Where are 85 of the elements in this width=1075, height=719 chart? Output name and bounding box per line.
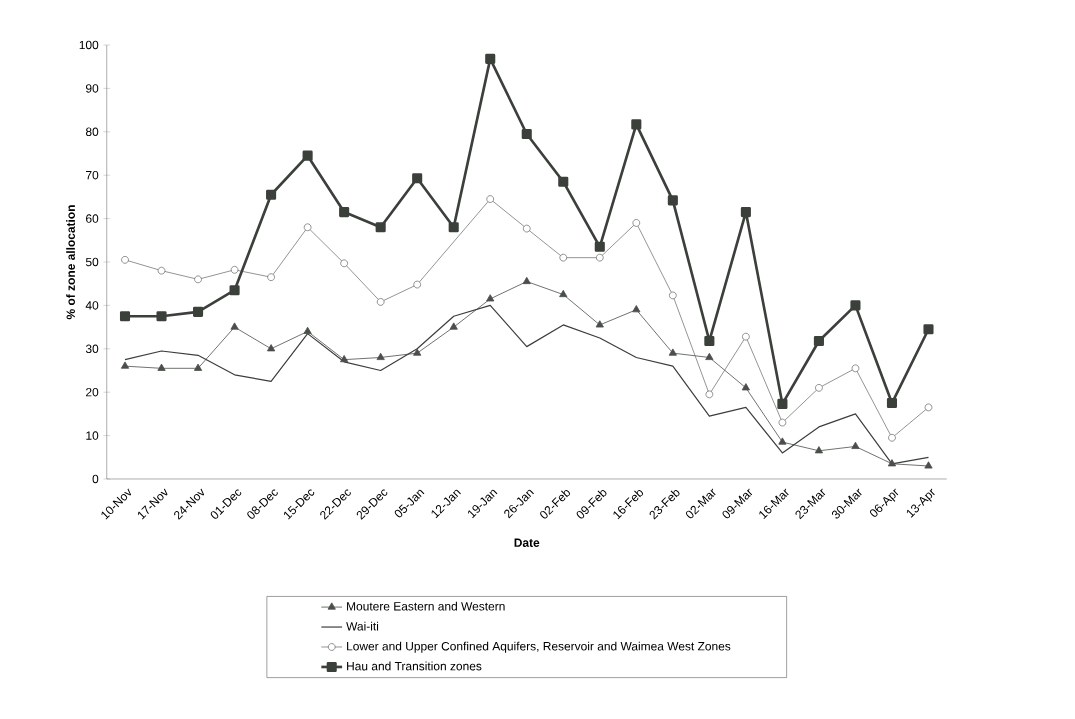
- point: [303, 326, 312, 334]
- point: [815, 384, 823, 392]
- legend-label: Wai-iti: [346, 621, 379, 631]
- legend-label: Moutere Eastern and Western: [347, 601, 505, 611]
- point: [705, 390, 714, 399]
- point: [924, 461, 933, 469]
- x-axis-title: Date: [514, 538, 540, 547]
- point: [449, 322, 458, 330]
- y-tick-label: 40: [85, 301, 99, 310]
- point: [120, 361, 130, 369]
- y-tick-label: 100: [79, 40, 99, 50]
- point: [924, 403, 933, 412]
- point: [631, 119, 642, 130]
- point: [887, 459, 897, 467]
- point: [559, 289, 568, 298]
- point: [230, 266, 239, 274]
- point: [740, 207, 751, 218]
- point: [668, 348, 677, 356]
- point: [559, 253, 568, 262]
- point: [667, 195, 678, 206]
- y-axis-title: % of zone allocation: [66, 205, 75, 320]
- point: [813, 335, 824, 347]
- point: [302, 150, 313, 161]
- point: [376, 352, 385, 360]
- point: [778, 437, 787, 445]
- point: [595, 320, 604, 328]
- point: [448, 222, 459, 233]
- point: [156, 311, 167, 322]
- point: [850, 300, 861, 311]
- point: [340, 259, 348, 268]
- y-tick-label: 10: [86, 431, 99, 440]
- point: [375, 222, 386, 233]
- point: [522, 224, 531, 233]
- point: [119, 311, 131, 322]
- point: [121, 256, 129, 264]
- point: [669, 291, 677, 300]
- point: [777, 398, 788, 409]
- point: [193, 306, 204, 317]
- point: [558, 176, 569, 187]
- y-tick-label: 80: [85, 127, 99, 137]
- point: [888, 433, 896, 442]
- point: [266, 189, 277, 200]
- point: [851, 364, 860, 373]
- point: [522, 276, 531, 285]
- point: [193, 363, 203, 371]
- point: [923, 324, 934, 335]
- point: [596, 253, 604, 262]
- y-tick-label: 70: [86, 170, 99, 180]
- point: [486, 195, 495, 203]
- point: [413, 348, 422, 356]
- point: [851, 441, 860, 449]
- y-tick-label: 50: [85, 257, 99, 267]
- point: [704, 335, 715, 347]
- point: [230, 322, 239, 330]
- point: [632, 305, 641, 313]
- y-tick-label: 90: [86, 84, 99, 93]
- point: [778, 418, 787, 427]
- point: [303, 223, 312, 232]
- point: [340, 355, 349, 363]
- point: [741, 383, 750, 391]
- point: [814, 446, 824, 454]
- point: [229, 285, 240, 296]
- point: [521, 128, 532, 140]
- y-tick-label: 20: [86, 387, 99, 397]
- point: [886, 398, 898, 409]
- point: [412, 173, 423, 184]
- point: [486, 294, 495, 302]
- y-tick-label: 0: [92, 474, 99, 484]
- y-tick-label: 30: [85, 344, 99, 354]
- point: [376, 298, 385, 306]
- point: [157, 363, 166, 371]
- point: [157, 266, 166, 275]
- legend-label: Lower and Upper Confined Aquifers, Reservoir and Waimea West Zones: [347, 641, 731, 653]
- point: [742, 332, 750, 341]
- point: [339, 207, 350, 218]
- point: [194, 275, 202, 284]
- point: [594, 241, 605, 252]
- legend-label: Hau and Transition zones: [347, 661, 482, 671]
- point: [632, 219, 641, 227]
- point: [267, 273, 275, 281]
- point: [267, 344, 276, 352]
- point: [413, 280, 421, 289]
- y-tick-label: 60: [86, 214, 99, 223]
- point: [485, 53, 496, 64]
- point: [705, 352, 714, 360]
